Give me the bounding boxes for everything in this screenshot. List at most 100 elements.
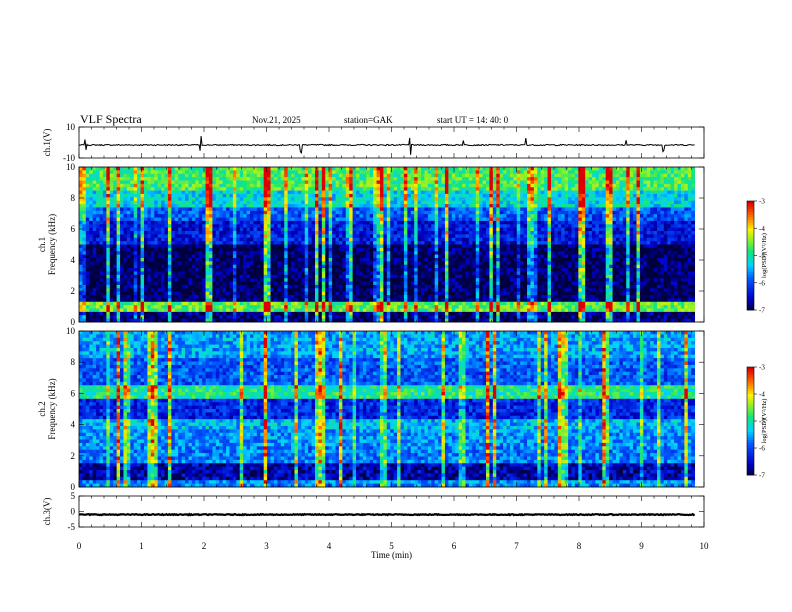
spectrogram-cell <box>393 210 398 215</box>
spectrogram-cell <box>82 200 87 205</box>
spectrogram-cell <box>458 254 463 259</box>
spectrogram-cell <box>328 207 333 212</box>
spectrogram-cell <box>79 237 83 242</box>
spectrogram-cell <box>191 254 196 259</box>
spectrogram-cell <box>167 183 172 188</box>
spectrogram-cell <box>321 231 326 235</box>
spectrogram-cell <box>137 204 141 208</box>
spectrogram-cell <box>496 254 501 259</box>
spectrogram-cell <box>667 214 672 218</box>
spectrogram-cell <box>486 214 490 218</box>
spectrogram-cell <box>523 254 528 259</box>
spectrogram-cell <box>390 231 395 235</box>
spectrogram-cell <box>564 190 569 195</box>
spectrogram-cell <box>150 180 155 185</box>
spectrogram-cell <box>325 214 330 218</box>
spectrogram-cell <box>232 167 237 171</box>
spectrogram-cell <box>451 204 456 208</box>
spectrogram-cell <box>660 234 665 239</box>
spectrogram-cell <box>198 204 203 208</box>
spectrogram-cell <box>390 247 395 252</box>
spectrogram-cell <box>140 187 145 191</box>
spectrogram-cell <box>123 177 128 181</box>
spectrogram-cell <box>297 173 302 178</box>
spectrogram-cell <box>232 217 237 222</box>
spectrogram-cell <box>513 210 518 215</box>
spectrogram-cell <box>687 244 692 249</box>
spectrogram-cell <box>164 227 169 232</box>
spectrogram-cell <box>527 183 531 188</box>
spectrogram-cell <box>232 220 237 225</box>
spectrogram-cell <box>126 197 131 202</box>
spectrogram-cell <box>133 207 138 212</box>
spectrogram-cell <box>530 177 535 181</box>
spectrogram-cell <box>557 197 562 202</box>
spectrogram-cell <box>520 254 525 259</box>
spectrogram-cell <box>167 200 172 205</box>
spectrogram-cell <box>342 204 347 208</box>
spectrogram-cell <box>595 224 600 229</box>
spectrogram-cell <box>444 207 449 212</box>
spectrogram-cell <box>602 251 607 256</box>
spectrogram-cell <box>373 177 377 181</box>
spectrogram-cell <box>188 183 193 188</box>
spectrogram-cell <box>120 251 124 256</box>
spectrogram-cell <box>113 220 118 225</box>
spectrogram-cell <box>479 231 483 235</box>
spectrogram-cell <box>229 231 234 235</box>
spectrogram-cell <box>598 254 603 259</box>
spectrogram-cell <box>448 167 453 171</box>
spectrogram-cell <box>646 217 651 222</box>
spectrogram-cell <box>646 173 651 178</box>
spectrogram-cell <box>424 190 429 195</box>
spectrogram-cell <box>253 241 258 245</box>
spectrogram-cell <box>280 231 285 235</box>
spectrogram-cell <box>557 220 562 225</box>
spectrogram-cell <box>232 254 237 259</box>
spectrogram-cell <box>503 241 507 245</box>
spectrogram-cell <box>291 254 295 259</box>
spectrogram-cell <box>417 183 422 188</box>
spectrogram-cell <box>503 190 507 195</box>
spectrogram-cell <box>585 251 589 256</box>
spectrogram-cell <box>89 251 94 256</box>
spectrogram-cell <box>602 247 607 252</box>
spectrogram-cell <box>161 197 165 202</box>
spectrogram-cell <box>356 173 360 178</box>
spectrogram-cell <box>670 217 675 222</box>
spectrogram-cell <box>622 170 627 175</box>
spectrogram-cell <box>280 200 285 205</box>
spectrogram-cell <box>195 197 200 202</box>
spectrogram-cell <box>482 210 487 215</box>
spectrogram-cell <box>622 224 627 229</box>
spectrogram-cell <box>147 231 152 235</box>
spectrogram-cell <box>506 237 511 242</box>
spectrogram-cell <box>133 214 138 218</box>
spectrogram-cell <box>650 167 654 171</box>
spectrogram-cell <box>120 177 124 181</box>
spectrogram-cell <box>619 251 624 256</box>
spectrogram-cell <box>605 244 610 249</box>
spectrogram-cell <box>636 187 641 191</box>
spectrogram-cell <box>92 214 97 218</box>
spectrogram-cell <box>513 220 518 225</box>
spectrogram-cell <box>174 220 179 225</box>
spectrogram-cell <box>578 210 583 215</box>
spectrogram-cell <box>574 237 579 242</box>
spectrogram-cell <box>650 197 654 202</box>
spectrogram-cell <box>520 234 525 239</box>
spectrogram-cell <box>126 210 131 215</box>
spectrogram-cell <box>564 210 569 215</box>
spectrogram-cell <box>636 251 641 256</box>
spectrogram-cell <box>537 241 542 245</box>
spectrogram-cell <box>256 204 261 208</box>
spectrogram-cell <box>92 183 97 188</box>
spectrogram-cell <box>297 207 302 212</box>
spectrogram-cell <box>499 227 504 232</box>
spectrogram-cell <box>263 173 268 178</box>
spectrogram-cell <box>164 237 169 242</box>
spectrogram-cell <box>174 183 179 188</box>
spectrogram-cell <box>568 197 572 202</box>
spectrogram-cell <box>403 234 408 239</box>
spectrogram-cell <box>612 214 617 218</box>
